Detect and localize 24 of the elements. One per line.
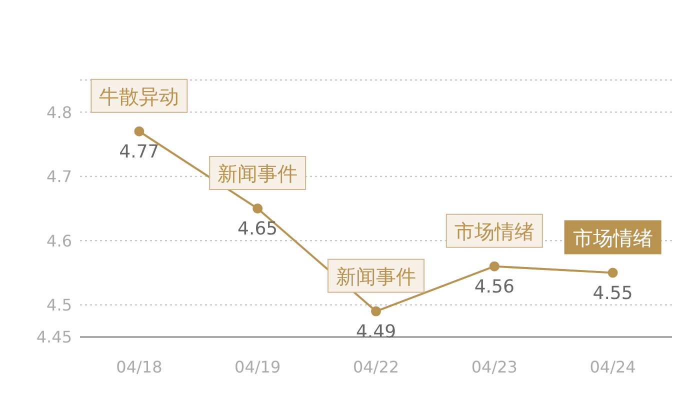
data-label: 4.77: [119, 141, 160, 162]
x-tick-label: 04/22: [352, 357, 400, 376]
y-tick-label: 4.6: [46, 231, 72, 250]
point: [371, 306, 381, 316]
annotation: 市场情绪: [572, 226, 653, 250]
y-tick-label: 4.7: [46, 167, 72, 186]
annotation: 新闻事件: [336, 264, 416, 288]
annotation: 新闻事件: [218, 162, 298, 186]
x-tick-label: 04/23: [471, 357, 518, 376]
point: [608, 268, 618, 278]
x-tick-label: 04/18: [116, 357, 162, 376]
data-label: 4.56: [474, 276, 514, 298]
point: [489, 261, 500, 272]
y-tick-label: 4.45: [36, 328, 72, 347]
y-tick-label: 4.5: [46, 296, 72, 315]
point: [134, 126, 144, 136]
annotation: 市场情绪: [454, 219, 534, 244]
data-label: 4.55: [592, 282, 633, 304]
data-label: 4.65: [238, 218, 278, 240]
x-tick-label: 04/19: [234, 357, 281, 376]
y-tick-label: 4.8: [46, 102, 72, 122]
annotation: 牛散异动: [99, 84, 180, 108]
point: [252, 204, 263, 214]
x-tick-label: 04/24: [590, 357, 636, 376]
